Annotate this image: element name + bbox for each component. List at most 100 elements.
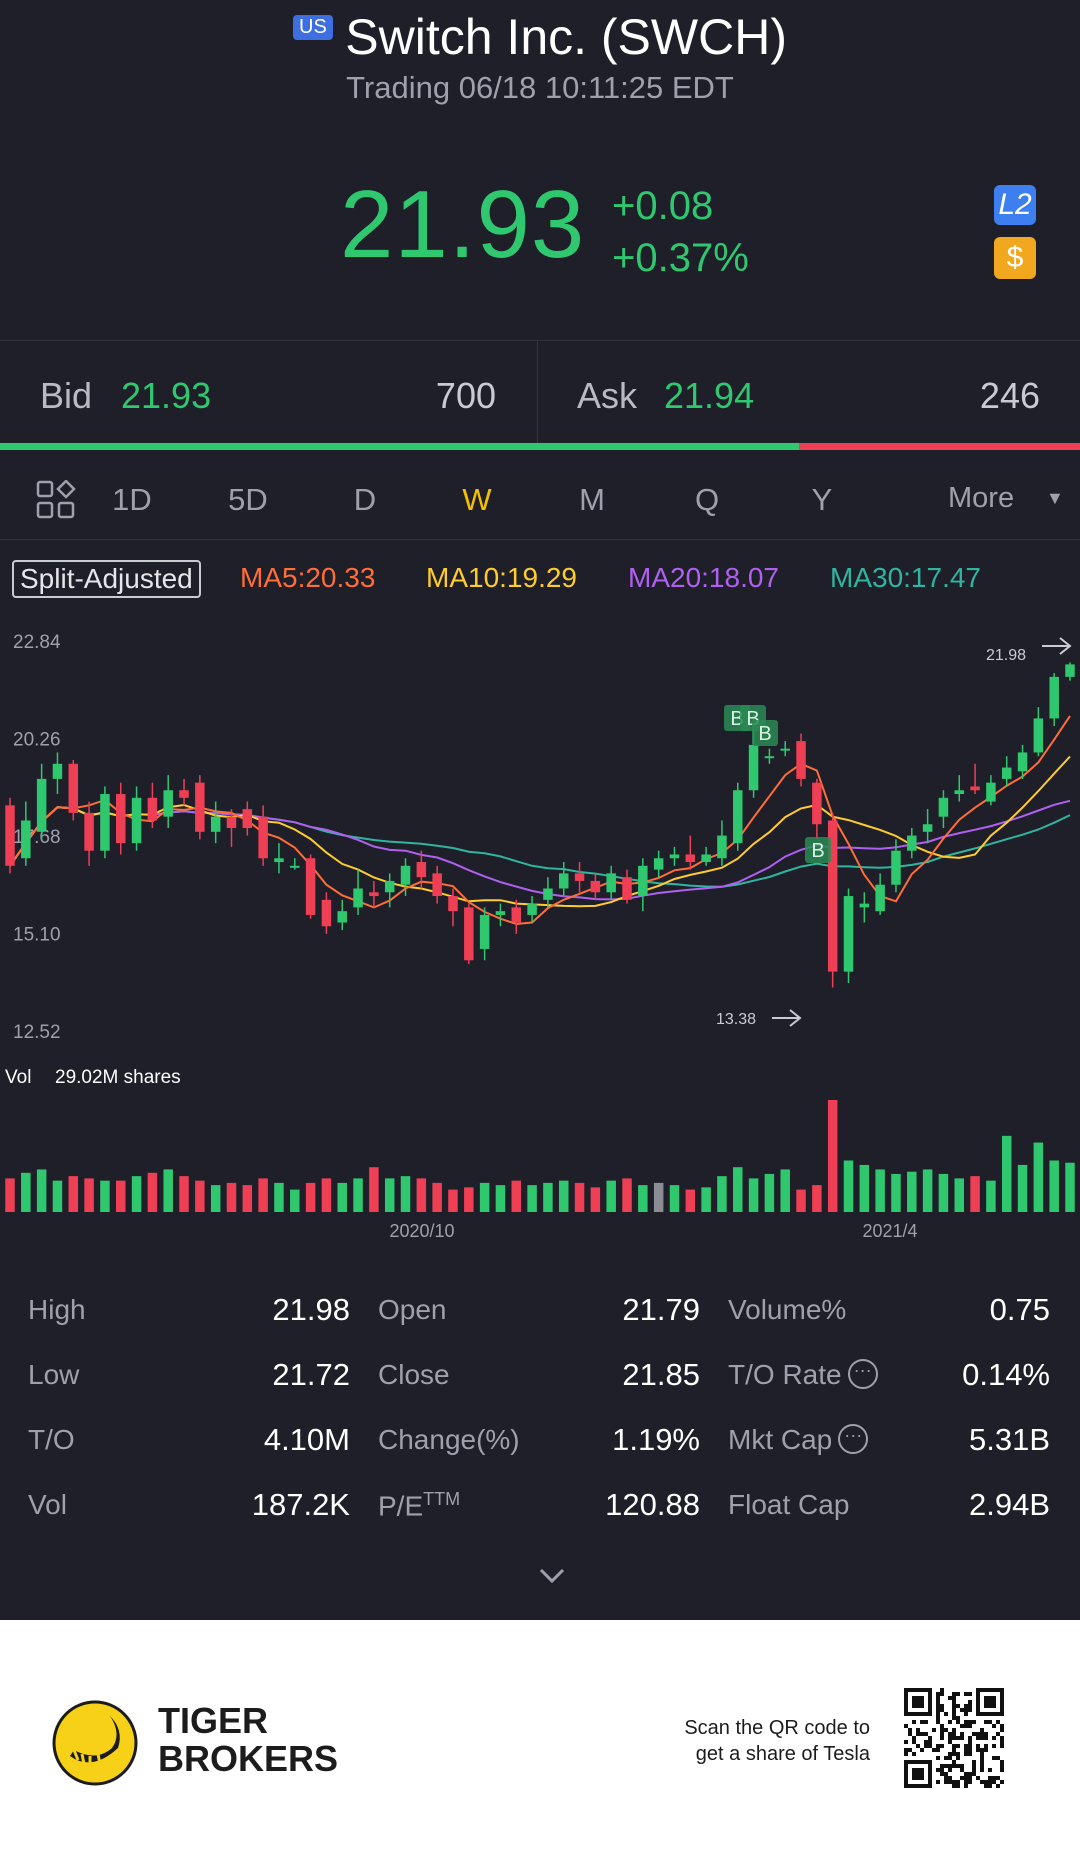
low-arrow-icon <box>772 1009 802 1027</box>
ma20-line <box>9 799 1071 901</box>
ask-quantity: 246 <box>979 375 1040 416</box>
tab-q[interactable]: Q <box>694 482 720 517</box>
stats-grid: High 21.98 Open 21.79 Volume% 0.75 Low 21.72 Clo… <box>0 1262 1080 1542</box>
stat-label: Low <box>28 1359 80 1390</box>
volume-bar <box>780 1169 790 1212</box>
volume-bar <box>812 1185 822 1212</box>
candle-body <box>1001 767 1012 779</box>
brand-line2: BROKERS <box>158 1738 339 1779</box>
tab-5d[interactable]: 5D <box>228 482 268 517</box>
candle-body <box>1033 718 1044 753</box>
scan-line1: Scan the QR code to <box>684 1717 870 1739</box>
candle-body <box>843 896 854 972</box>
volume-bar <box>464 1187 474 1212</box>
y-tick-label: 20.26 <box>13 730 61 751</box>
price-chart[interactable]: 22.84 20.26 17.68 15.10 12.52 B B B B 21.98 13.38 V… <box>0 610 1080 1250</box>
volume-bar <box>131 1176 142 1212</box>
stat-label: Close <box>378 1359 450 1390</box>
stock-title[interactable]: Switch Inc. (SWCH) <box>345 9 787 65</box>
tab-m[interactable]: M <box>579 482 605 517</box>
more-tab[interactable]: More <box>948 482 1015 514</box>
tab-w[interactable]: W <box>462 482 492 517</box>
bid-quantity: 700 <box>435 375 496 416</box>
volume-bar <box>147 1172 158 1212</box>
candle-body <box>796 741 806 779</box>
volume-bar <box>843 1160 854 1212</box>
stat-label: Mkt Cap ··· <box>728 1423 869 1457</box>
tab-d[interactable]: D <box>353 482 377 517</box>
volume-bar <box>432 1182 442 1212</box>
volume-bar <box>701 1187 711 1212</box>
volume-bar <box>764 1173 775 1212</box>
volume-bar <box>527 1185 537 1212</box>
tiger-logo-icon <box>52 1700 138 1786</box>
volume-bar <box>922 1169 933 1212</box>
candle-body <box>1065 664 1075 677</box>
caret-down-icon[interactable]: ▼ <box>1046 488 1064 508</box>
market-badge: US <box>293 14 333 40</box>
volume-bar <box>1049 1160 1059 1212</box>
ask-price: 21.94 <box>664 375 755 416</box>
candle-body <box>590 880 601 893</box>
volume-value: 29.02M shares <box>55 1067 181 1088</box>
info-dots-icon[interactable]: ··· <box>847 1358 878 1389</box>
stat-value: 21.85 <box>622 1357 700 1392</box>
candle-body <box>116 794 126 844</box>
volume-bar <box>242 1185 253 1212</box>
stat-label: T/O Rate ··· <box>728 1358 878 1392</box>
indicator-row: Split-Adjusted MA5:20.33 MA10:19.29 MA20… <box>0 560 1080 602</box>
candle-body <box>986 782 996 802</box>
candle-body <box>21 820 31 859</box>
candle-body <box>84 812 94 851</box>
chevron-down-icon[interactable] <box>537 1560 567 1590</box>
volume-bar <box>511 1180 522 1212</box>
bid-ask-ratio-bar <box>0 443 1080 450</box>
volume-bar <box>938 1173 949 1212</box>
x-axis-label: 2020/10 <box>389 1221 454 1241</box>
volume-bar <box>543 1182 553 1212</box>
y-tick-label: 17.68 <box>13 827 61 848</box>
brand-name: TIGER BROKERS <box>158 1702 338 1778</box>
volume-bar <box>21 1172 31 1212</box>
stat-value: 2.94B <box>968 1487 1050 1522</box>
volume-bar <box>606 1180 616 1212</box>
candle-body <box>100 794 110 851</box>
candle-body <box>954 790 964 795</box>
dollar-icon[interactable]: $ <box>994 237 1036 279</box>
volume-bar <box>416 1178 427 1212</box>
buy-marker-label: B <box>811 840 824 862</box>
candle-body <box>400 865 411 885</box>
volume-bar <box>717 1176 727 1212</box>
stat-label: High <box>28 1294 86 1325</box>
candle-body <box>305 858 316 915</box>
layout-grid-icon[interactable] <box>36 480 76 520</box>
bid-ask-panel: Bid 21.93 700 Ask 21.94 246 <box>0 340 1080 444</box>
candle-body <box>653 858 664 870</box>
candle-body <box>353 888 363 908</box>
ma20-value: MA20:18.07 <box>628 562 779 593</box>
change-percent: +0.37% <box>612 236 749 280</box>
candle-body <box>416 862 427 878</box>
tab-1d[interactable]: 1D <box>112 482 152 517</box>
level2-icon[interactable]: L2 <box>994 185 1036 225</box>
candle-body <box>369 892 379 897</box>
volume-bar <box>622 1178 632 1212</box>
volume-bar <box>195 1180 205 1212</box>
volume-bar <box>827 1100 838 1212</box>
stat-value: 21.72 <box>272 1357 350 1392</box>
volume-bar <box>258 1178 268 1212</box>
buy-marker <box>805 837 831 863</box>
ma10-value: MA10:19.29 <box>426 562 577 593</box>
volume-bar <box>669 1185 680 1212</box>
candle-body <box>527 903 537 915</box>
stat-value: 5.31B <box>968 1422 1050 1457</box>
tab-y[interactable]: Y <box>811 482 833 517</box>
candle-body <box>922 824 933 832</box>
candle-body <box>701 854 711 863</box>
candle-body <box>859 903 870 908</box>
promo-footer: TIGER BROKERS Scan the QR code to get a … <box>0 1620 1080 1860</box>
scan-prompt: Scan the QR code to get a share of Tesla <box>650 1715 870 1767</box>
info-dots-icon[interactable]: ··· <box>838 1423 869 1454</box>
split-adjusted-toggle[interactable]: Split-Adjusted <box>12 560 201 598</box>
